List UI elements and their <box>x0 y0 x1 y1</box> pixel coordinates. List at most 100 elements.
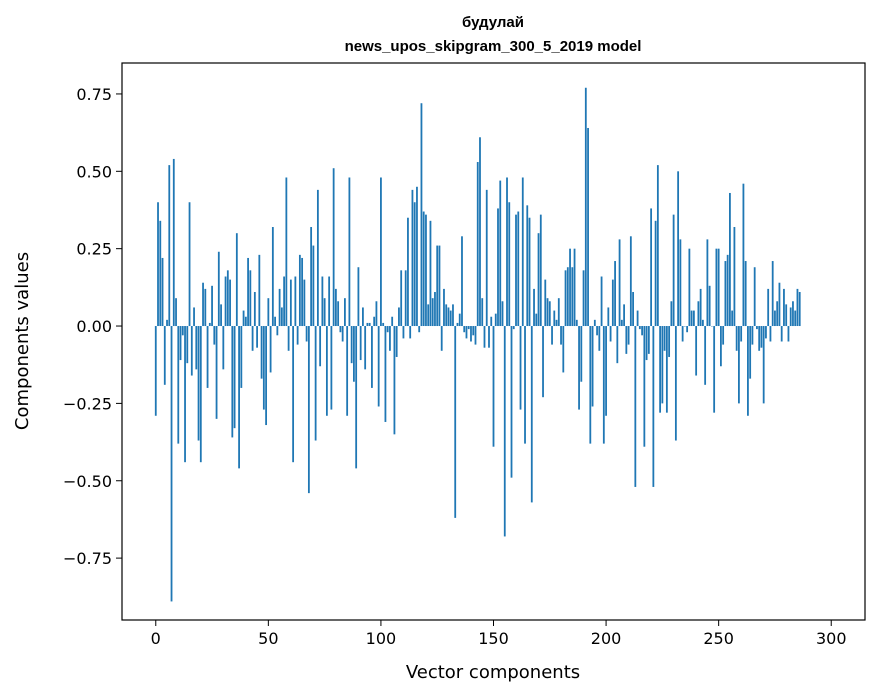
bar <box>490 316 493 327</box>
bar <box>260 326 263 379</box>
bar <box>251 326 254 351</box>
bar <box>380 177 382 327</box>
bar <box>564 270 567 327</box>
bar <box>458 313 461 327</box>
bar <box>591 326 594 407</box>
bar <box>353 326 355 382</box>
bar <box>510 326 513 478</box>
bar <box>787 326 790 342</box>
bar <box>344 298 346 327</box>
bar <box>566 267 569 327</box>
chart-title: будулай <box>462 14 524 31</box>
bar <box>571 267 574 327</box>
bar <box>726 254 729 327</box>
bar <box>562 326 565 373</box>
bar <box>355 326 358 469</box>
x-tick-label: 200 <box>591 629 622 648</box>
bar <box>280 307 283 327</box>
bar <box>348 177 351 327</box>
bar <box>672 214 675 327</box>
bar <box>614 261 616 327</box>
bar <box>598 326 601 351</box>
bar <box>222 326 225 370</box>
bar <box>161 257 164 327</box>
bar <box>544 279 547 327</box>
bar <box>742 183 745 327</box>
bar <box>172 158 175 327</box>
bar <box>404 270 407 327</box>
bar <box>452 304 454 327</box>
bar <box>688 248 691 327</box>
bar <box>724 261 727 327</box>
bar <box>533 288 535 327</box>
bar <box>575 319 578 327</box>
bar <box>296 326 299 345</box>
bar <box>170 326 173 602</box>
bar <box>632 291 634 327</box>
x-axis-label: Vector components <box>406 662 580 683</box>
bar <box>623 304 625 327</box>
bar <box>271 227 274 327</box>
bar <box>206 326 209 388</box>
chart-subtitle: news_upos_skipgram_300_5_2019 model <box>345 38 642 55</box>
bar <box>301 257 304 327</box>
bar <box>362 307 364 327</box>
bar <box>656 165 659 327</box>
bar <box>305 326 308 342</box>
bar <box>184 326 186 463</box>
bar <box>551 326 553 345</box>
bar <box>440 326 443 351</box>
bar <box>175 298 177 327</box>
bar <box>488 326 490 348</box>
bar <box>186 326 189 364</box>
bar <box>350 326 353 364</box>
bar <box>735 326 738 351</box>
x-tick-label: 0 <box>151 629 161 648</box>
bar <box>238 326 240 469</box>
bar <box>445 304 448 327</box>
bar <box>411 189 414 327</box>
bar <box>744 261 747 327</box>
bar <box>258 254 261 327</box>
bar <box>515 214 517 327</box>
bar <box>584 87 587 327</box>
bar <box>492 326 495 447</box>
bar <box>740 326 743 342</box>
y-ticks: −0.75 −0.50 −0.25 0.00 0.25 0.50 0.75 <box>63 85 122 568</box>
x-tick-label: 250 <box>703 629 734 648</box>
bar <box>366 322 369 327</box>
bar <box>384 326 387 422</box>
bar <box>307 326 310 494</box>
bar <box>420 103 423 327</box>
bar <box>427 304 430 327</box>
bar <box>195 326 198 370</box>
bar <box>157 202 159 327</box>
bar <box>704 326 707 385</box>
bar <box>695 326 698 376</box>
bar <box>357 267 360 327</box>
bar <box>620 319 623 327</box>
bar <box>249 270 252 327</box>
bar <box>229 279 231 327</box>
bar <box>316 189 319 327</box>
bar <box>668 326 671 357</box>
bar <box>179 326 182 361</box>
plot-frame <box>121 62 866 621</box>
bar <box>629 236 632 327</box>
bar <box>665 326 668 413</box>
bar <box>377 326 380 407</box>
bars-group <box>154 87 801 602</box>
bar <box>600 276 603 327</box>
bar <box>276 326 279 336</box>
bar <box>771 261 774 327</box>
x-tick-label: 150 <box>478 629 509 648</box>
bar <box>283 276 286 327</box>
bar <box>278 288 281 327</box>
bar <box>233 326 236 429</box>
bar <box>256 326 258 348</box>
bar <box>670 301 673 327</box>
x-tick-label: 100 <box>366 629 397 648</box>
bar <box>596 326 598 336</box>
bar <box>785 304 788 327</box>
